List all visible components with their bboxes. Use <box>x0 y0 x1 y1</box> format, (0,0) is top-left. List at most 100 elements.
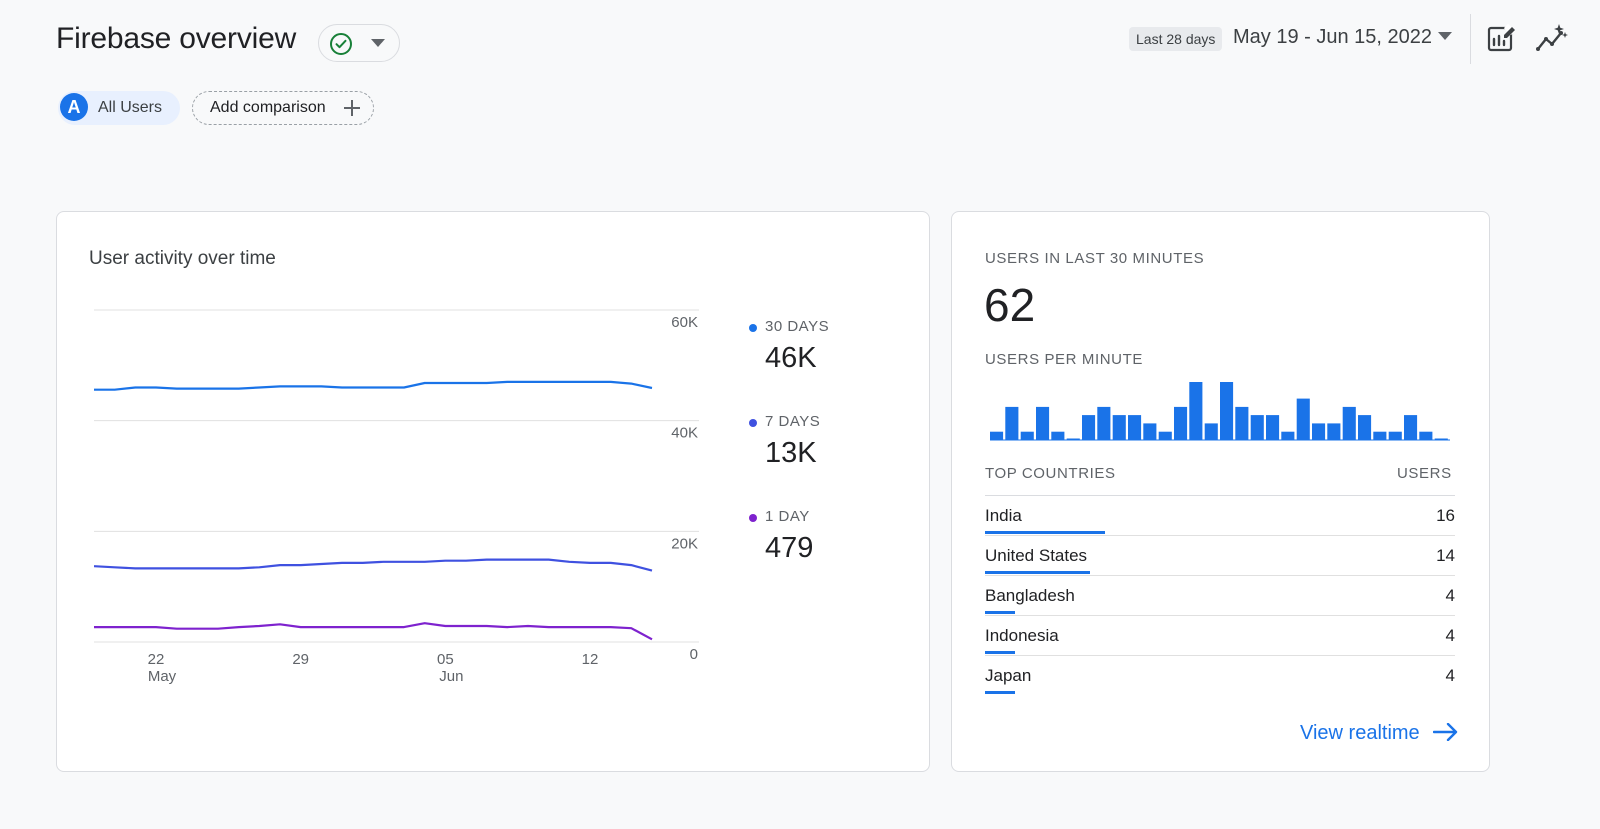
legend-1-day-value: 479 <box>765 532 814 564</box>
series-line <box>94 622 653 641</box>
per-minute-bar <box>1189 382 1203 440</box>
legend-7-days-value: 13K <box>765 437 817 469</box>
user-activity-card <box>56 211 930 772</box>
audience-chip-all-users[interactable]: A All Users <box>58 91 180 125</box>
x-tick-month-label: May <box>148 668 177 685</box>
x-tick-label: 29 <box>292 651 309 668</box>
per-minute-bar <box>1036 406 1050 440</box>
per-minute-bar <box>1358 415 1372 440</box>
per-minute-bar <box>1250 415 1264 440</box>
audience-avatar: A <box>60 93 88 121</box>
per-minute-bar <box>1281 431 1295 440</box>
users-last-30-min-value: 62 <box>984 279 1036 331</box>
country-name: United States <box>985 546 1088 565</box>
row-divider <box>985 575 1455 576</box>
view-realtime-link[interactable]: View realtime <box>1300 722 1459 745</box>
country-name: India <box>985 506 1022 525</box>
view-realtime-label: View realtime <box>1300 722 1420 744</box>
data-status-dropdown[interactable] <box>318 24 400 62</box>
legend-30-days-dot <box>749 324 757 332</box>
per-minute-bar <box>1097 406 1111 440</box>
per-minute-bar <box>1235 406 1249 440</box>
realtime-card <box>951 211 1490 772</box>
user-activity-title: User activity over time <box>89 248 276 269</box>
series-line <box>94 380 653 391</box>
date-preset-badge: Last 28 days <box>1129 27 1223 51</box>
per-minute-bar <box>1434 438 1448 440</box>
legend-1-day-label: 1 DAY <box>765 508 810 525</box>
legend-7-days-label: 7 DAYS <box>765 413 821 430</box>
per-minute-bar <box>1327 423 1341 440</box>
chevron-down-icon <box>371 39 385 47</box>
add-comparison-button[interactable]: Add comparison <box>192 91 374 125</box>
y-tick-label: 40K <box>671 425 698 442</box>
per-minute-bar <box>1404 415 1418 440</box>
per-minute-bar <box>1051 431 1065 440</box>
plus-icon <box>344 100 360 116</box>
per-minute-bar <box>1066 438 1080 440</box>
row-divider <box>985 615 1455 616</box>
per-minute-bar <box>1296 398 1310 440</box>
per-minute-bar <box>1082 415 1096 440</box>
country-bar <box>985 691 1015 694</box>
country-users: 4 <box>1445 586 1455 605</box>
country-bar <box>985 611 1015 614</box>
per-minute-bar <box>1312 423 1326 440</box>
arrow-right-icon <box>1433 722 1458 742</box>
country-bar <box>985 651 1015 654</box>
country-bar <box>985 531 1105 534</box>
top-countries-header: TOP COUNTRIES <box>985 465 1116 482</box>
date-range-selector[interactable]: May 19 - Jun 15, 2022 <box>1233 26 1433 48</box>
series-line <box>94 558 653 572</box>
insights-sparkle-icon[interactable] <box>1535 22 1569 56</box>
x-tick-label: 12 <box>582 651 599 668</box>
page-title: Firebase overview <box>56 22 297 55</box>
country-row: United States 14 <box>985 536 1455 576</box>
users-per-minute-label: USERS PER MINUTE <box>985 351 1143 368</box>
users-per-minute-chart <box>990 382 1450 441</box>
country-row: India 16 <box>985 496 1455 536</box>
country-bar <box>985 571 1090 574</box>
per-minute-bar <box>1020 431 1034 440</box>
y-tick-label: 20K <box>671 535 698 552</box>
legend-1-day-dot <box>749 514 757 522</box>
per-minute-bar <box>1266 415 1280 440</box>
row-divider <box>985 535 1455 536</box>
country-name: Bangladesh <box>985 586 1075 605</box>
check-circle-icon <box>330 33 352 55</box>
per-minute-bar <box>1143 423 1157 440</box>
country-users: 14 <box>1436 546 1455 565</box>
country-users: 16 <box>1436 506 1455 525</box>
add-comparison-label: Add comparison <box>210 99 326 116</box>
users-column-header: USERS <box>1397 465 1452 482</box>
per-minute-bar <box>1220 382 1234 440</box>
per-minute-bar <box>1158 431 1172 440</box>
country-name: Indonesia <box>985 626 1059 645</box>
row-divider <box>985 655 1455 656</box>
per-minute-bar <box>1419 431 1433 440</box>
x-tick-label: 22 <box>148 651 165 668</box>
country-name: Japan <box>985 666 1032 685</box>
per-minute-bar <box>1373 431 1387 440</box>
date-dropdown-icon[interactable] <box>1438 32 1452 40</box>
users-last-30-min-label: USERS IN LAST 30 MINUTES <box>985 250 1205 267</box>
audience-chip-label: All Users <box>98 99 163 116</box>
per-minute-bar <box>1112 415 1126 440</box>
x-tick-month-label: Jun <box>439 668 463 685</box>
y-tick-label: 60K <box>671 314 698 331</box>
legend-7-days-dot <box>749 419 757 427</box>
per-minute-bar <box>1005 406 1019 440</box>
per-minute-bar <box>1128 415 1142 440</box>
legend-30-days-value: 46K <box>765 342 817 374</box>
country-users: 4 <box>1445 626 1455 645</box>
country-row: Indonesia 4 <box>985 616 1455 656</box>
legend-30-days-label: 30 DAYS <box>765 318 830 335</box>
per-minute-bar <box>1388 431 1402 440</box>
edit-report-icon[interactable] <box>1484 22 1518 56</box>
x-tick-label: 05 <box>437 651 454 668</box>
per-minute-bar <box>990 431 1004 440</box>
countries-header-divider <box>985 495 1455 496</box>
country-users: 4 <box>1445 666 1455 685</box>
header-divider <box>1470 14 1471 64</box>
